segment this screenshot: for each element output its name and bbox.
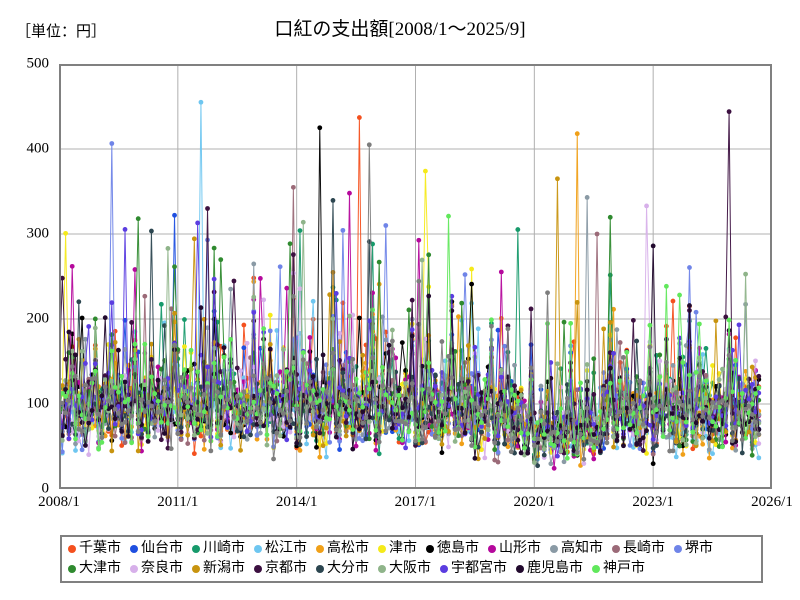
legend-label: 神戸市: [603, 561, 645, 576]
legend-label: 京都市: [265, 561, 307, 576]
legend-label: 奈良市: [141, 561, 183, 576]
x-tick-label: 2014/1: [275, 494, 318, 510]
legend-color-dot-icon: [130, 545, 138, 553]
x-tick-label: 2026/1: [751, 494, 793, 510]
legend-item[interactable]: 仙台市: [130, 542, 183, 556]
legend-color-dot-icon: [440, 565, 448, 573]
legend-color-dot-icon: [488, 545, 496, 553]
legend-label: 徳島市: [437, 541, 479, 556]
legend-label: 堺市: [685, 541, 713, 556]
legend-item[interactable]: 高松市: [316, 542, 369, 556]
legend-color-dot-icon: [130, 565, 138, 573]
legend-label: 大津市: [79, 561, 121, 576]
y-tick-label: 100: [26, 395, 50, 412]
legend-color-dot-icon: [516, 565, 524, 573]
plot-area: [59, 64, 772, 489]
series-plot: [59, 64, 772, 489]
y-tick-label: 0: [41, 480, 50, 497]
legend-label: 川崎市: [203, 541, 245, 556]
legend-item[interactable]: 大津市: [68, 562, 121, 576]
legend-color-dot-icon: [426, 545, 434, 553]
x-tick-label: 2008/1: [38, 494, 80, 510]
legend-color-dot-icon: [68, 565, 76, 573]
legend-item[interactable]: 徳島市: [426, 542, 479, 556]
legend-item[interactable]: 高知市: [550, 542, 603, 556]
legend-label: 大分市: [327, 561, 369, 576]
legend-label: 千葉市: [79, 541, 121, 556]
legend-item[interactable]: 津市: [378, 542, 417, 556]
legend-label: 鹿児島市: [527, 561, 583, 576]
legend-color-dot-icon: [316, 565, 324, 573]
legend-label: 長崎市: [623, 541, 665, 556]
legend-row: 千葉市 仙台市 川崎市 松江市 高松市 津市 徳島市 山形市 高知市 長崎市 堺市: [68, 539, 755, 559]
legend-color-dot-icon: [254, 565, 262, 573]
legend-color-dot-icon: [612, 545, 620, 553]
series-20: [59, 142, 762, 462]
legend-item[interactable]: 新潟市: [192, 562, 245, 576]
legend-color-dot-icon: [192, 545, 200, 553]
legend-color-dot-icon: [378, 565, 386, 573]
legend-color-dot-icon: [68, 545, 76, 553]
y-tick-label: 500: [26, 55, 50, 72]
legend-item[interactable]: 長崎市: [612, 542, 665, 556]
legend-item[interactable]: 堺市: [674, 542, 713, 556]
legend-label: 高知市: [561, 541, 603, 556]
page-title: 口紅の支出額[2008/1～2025/9]: [274, 19, 526, 40]
legend-item[interactable]: 京都市: [254, 562, 307, 576]
legend-color-dot-icon: [192, 565, 200, 573]
legend-item[interactable]: 大阪市: [378, 562, 431, 576]
x-tick-label: 2023/1: [632, 494, 674, 510]
legend-label: 松江市: [265, 541, 307, 556]
legend: 千葉市 仙台市 川崎市 松江市 高松市 津市 徳島市 山形市 高知市 長崎市 堺市大津市 奈良市 新潟市…: [60, 535, 763, 583]
legend-label: 大阪市: [389, 561, 431, 576]
legend-color-dot-icon: [674, 545, 682, 553]
legend-label: 高松市: [327, 541, 369, 556]
legend-label: 新潟市: [203, 561, 245, 576]
legend-item[interactable]: 松江市: [254, 542, 307, 556]
legend-item[interactable]: 山形市: [488, 542, 541, 556]
legend-item[interactable]: 神戸市: [592, 562, 645, 576]
legend-item[interactable]: 奈良市: [130, 562, 183, 576]
y-tick-label: 400: [26, 140, 50, 157]
unit-label: ［単位：円］: [16, 24, 107, 40]
legend-row: 大津市 奈良市 新潟市 京都市 大分市 大阪市 宇都宮市 鹿児島市 神戸市: [68, 559, 755, 579]
y-tick-label: 300: [26, 225, 50, 242]
legend-label: 宇都宮市: [451, 561, 507, 576]
legend-item[interactable]: 宇都宮市: [440, 562, 507, 576]
x-tick-label: 2017/1: [394, 494, 437, 510]
legend-label: 仙台市: [141, 541, 183, 556]
legend-label: 山形市: [499, 541, 541, 556]
legend-color-dot-icon: [316, 545, 324, 553]
legend-label: 津市: [389, 541, 417, 556]
legend-item[interactable]: 鹿児島市: [516, 562, 583, 576]
y-axis-labels: 0 100 200 300 400 500: [0, 0, 59, 600]
legend-color-dot-icon: [592, 565, 600, 573]
legend-color-dot-icon: [254, 545, 262, 553]
legend-color-dot-icon: [550, 545, 558, 553]
legend-item[interactable]: 千葉市: [68, 542, 121, 556]
legend-color-dot-icon: [378, 545, 386, 553]
x-tick-label: 2020/1: [513, 494, 556, 510]
legend-item[interactable]: 大分市: [316, 562, 369, 576]
x-tick-label: 2011/1: [157, 494, 199, 510]
legend-item[interactable]: 川崎市: [192, 542, 245, 556]
y-tick-label: 200: [26, 310, 50, 327]
